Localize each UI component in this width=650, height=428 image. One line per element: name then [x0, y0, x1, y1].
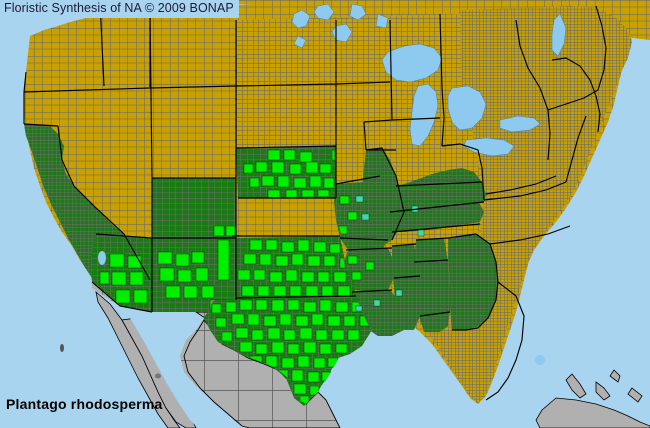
- county-records-bright-green: [99, 149, 375, 404]
- outside-region-landmass: [60, 282, 650, 428]
- state-MS: [392, 244, 420, 330]
- state-KY: [392, 168, 486, 210]
- state-TN: [390, 200, 484, 232]
- lake-ontario: [499, 115, 541, 133]
- title-banner: Floristic Synthesis of NA © 2009 BONAP: [0, 0, 239, 18]
- state-CO: [152, 178, 236, 238]
- lake-huron: [447, 85, 487, 131]
- state-GA: [448, 234, 498, 330]
- lake-superior: [381, 43, 443, 83]
- species-name-label: Plantago rhodosperma: [6, 396, 163, 412]
- state-borders: [23, 1, 607, 401]
- lake-erie: [463, 137, 515, 157]
- water-bodies: [98, 3, 567, 365]
- lake-champlain: [551, 13, 567, 57]
- lake-michigan: [409, 83, 439, 147]
